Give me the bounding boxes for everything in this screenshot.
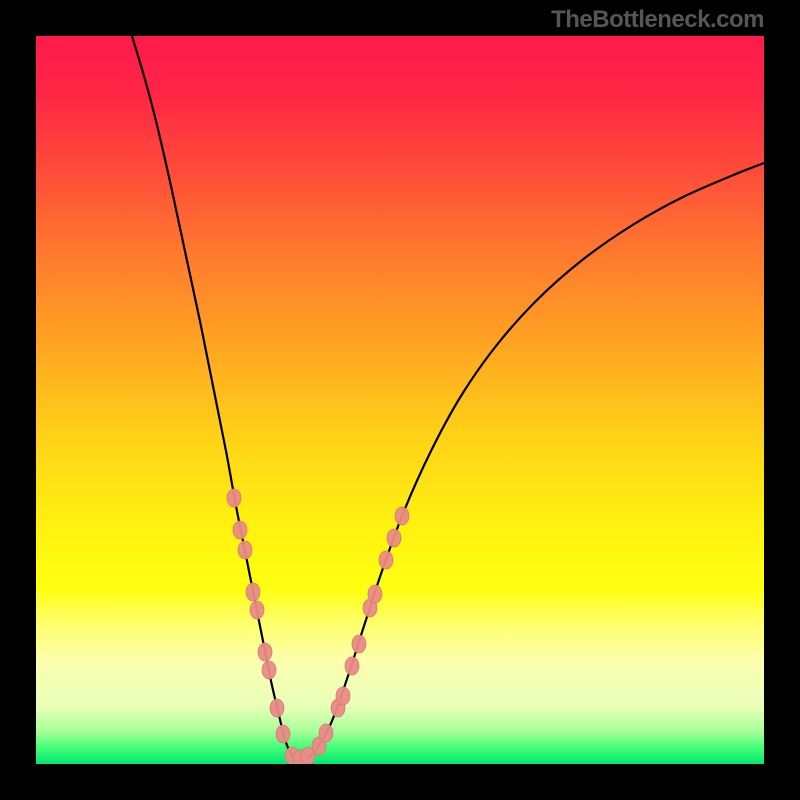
data-marker (246, 583, 260, 601)
data-marker (395, 507, 409, 525)
data-marker (258, 643, 272, 661)
data-markers (227, 489, 409, 764)
data-marker (387, 529, 401, 547)
watermark-text: TheBottleneck.com (551, 6, 764, 34)
data-marker (262, 661, 276, 679)
data-marker (368, 585, 382, 603)
data-marker (379, 551, 393, 569)
data-marker (345, 657, 359, 675)
data-marker (250, 601, 264, 619)
data-marker (336, 687, 350, 705)
data-marker (276, 725, 290, 743)
data-marker (352, 635, 366, 653)
data-marker (227, 489, 241, 507)
data-marker (319, 724, 333, 742)
chart-curves (36, 36, 764, 764)
data-marker (233, 521, 247, 539)
curve-right (296, 163, 764, 760)
data-marker (270, 699, 284, 717)
data-marker (238, 541, 252, 559)
chart-area (36, 36, 764, 764)
